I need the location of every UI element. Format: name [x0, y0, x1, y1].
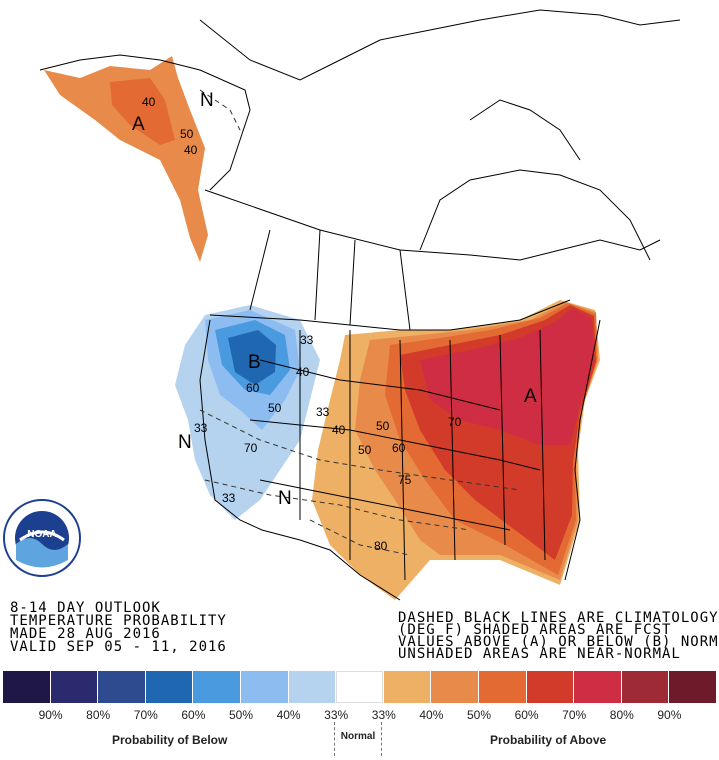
above-letter-alaska: A: [132, 114, 145, 135]
legend-tick-label: 70%: [562, 708, 587, 722]
legend-swatch: [669, 671, 717, 703]
title-line-2: TEMPERATURE PROBABILITY: [10, 613, 227, 629]
above-caption: Probability of Above: [490, 733, 607, 747]
legend-tick-label: 80%: [609, 708, 634, 722]
outlook-map: B A A N N N 40 40 50 33 33 40 50 60 33 5…: [3, 9, 719, 662]
note-line-2: (DEG F) SHADED AREAS ARE FCST: [398, 622, 671, 638]
title-line-1: 8-14 DAY OUTLOOK: [10, 600, 161, 616]
contour-label: 50: [376, 419, 390, 433]
legend-tick-label: 50%: [466, 708, 492, 722]
contour-label: 50: [268, 401, 282, 415]
note-line-3: VALUES ABOVE (A) OR BELOW (B) NORMAL: [398, 634, 719, 650]
contour-label: 70: [244, 441, 258, 455]
legend-tick-label: 40%: [419, 708, 444, 722]
alaska-above-shade: [44, 56, 208, 262]
legend-swatch: [383, 671, 432, 703]
legend-swatch: [145, 671, 194, 703]
noaa-logo: NOAA: [3, 499, 81, 577]
east-above-80: [420, 308, 594, 445]
legend-swatch: [288, 671, 337, 703]
contour-label: 60: [246, 381, 260, 395]
boundaries: [39, 9, 681, 601]
contour-label: 33: [300, 333, 314, 347]
contour-label: 40: [332, 423, 346, 437]
legend-swatch: [574, 671, 622, 703]
contour-label: 40: [296, 365, 310, 379]
contour-label: 33: [194, 421, 208, 435]
legend-swatch: [3, 671, 51, 703]
legend-swatch: [478, 671, 527, 703]
note-line-4: UNSHADED AREAS ARE NEAR-NORMAL: [398, 646, 681, 662]
legend-swatch: [336, 671, 384, 703]
legend-tick-label: 60%: [181, 708, 206, 722]
contour-label: 75: [398, 473, 412, 487]
legend-swatch: [98, 671, 146, 703]
legend-swatch: [193, 671, 241, 703]
legend-swatch: [526, 671, 575, 703]
legend-tick-label: 50%: [228, 708, 254, 722]
alaska-above-core: [110, 78, 175, 145]
legend-tick-label: 90%: [38, 708, 63, 722]
legend-tick-label: 33%: [324, 708, 349, 722]
contour-label: 60: [392, 441, 406, 455]
legend-swatch: [240, 671, 289, 703]
west-below-70: [228, 330, 276, 385]
legend-tick-label: 70%: [133, 708, 158, 722]
normal-letter-north: N: [200, 90, 214, 111]
above-letter-east: A: [524, 386, 537, 407]
normal-letter-west: N: [178, 432, 192, 453]
normal-caption: Normal: [334, 722, 382, 756]
title-line-4: VALID SEP 05 - 11, 2016: [10, 639, 227, 655]
contour-label: 70: [448, 415, 462, 429]
below-caption: Probability of Below: [112, 733, 228, 747]
legend-swatch: [621, 671, 670, 703]
probability-legend: [3, 671, 717, 703]
contour-label: 50: [358, 443, 372, 457]
legend-tick-label: 60%: [514, 708, 539, 722]
note-line-1: DASHED BLACK LINES ARE CLIMATOLOGY: [398, 610, 719, 626]
below-letter: B: [248, 352, 261, 373]
contour-label: 40: [184, 143, 198, 157]
legend-swatch: [50, 671, 99, 703]
climatology-lines: [199, 89, 521, 556]
legend-tick-label: 40%: [276, 708, 301, 722]
noaa-logo-text: NOAA: [27, 529, 56, 540]
contour-label: 80: [374, 539, 388, 553]
contour-label: 33: [316, 405, 330, 419]
title-line-3: MADE 28 AUG 2016: [10, 626, 161, 642]
contour-label: 40: [142, 95, 156, 109]
contour-label: 50: [180, 127, 194, 141]
normal-letter-south: N: [278, 488, 292, 509]
legend-tick-label: 33%: [371, 708, 396, 722]
legend-swatch: [431, 671, 479, 703]
legend-tick-label: 80%: [86, 708, 111, 722]
legend-tick-label: 90%: [657, 708, 682, 722]
contour-label: 33: [222, 491, 236, 505]
